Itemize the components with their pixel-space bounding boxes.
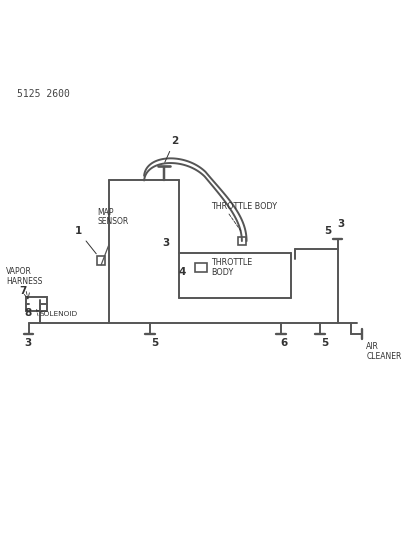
Text: 6: 6 bbox=[280, 338, 288, 348]
Text: 3: 3 bbox=[163, 238, 170, 248]
Text: THROTTLE BODY: THROTTLE BODY bbox=[211, 202, 277, 211]
Bar bbox=[237, 237, 246, 245]
Text: 1: 1 bbox=[75, 226, 96, 254]
Text: 3: 3 bbox=[24, 338, 31, 348]
Text: 4: 4 bbox=[179, 268, 186, 278]
Text: 5: 5 bbox=[151, 338, 158, 348]
Text: AIR
CLEANER: AIR CLEANER bbox=[366, 342, 401, 361]
Bar bbox=[26, 296, 47, 311]
Text: 2: 2 bbox=[165, 136, 178, 163]
Text: MAP
SENSOR: MAP SENSOR bbox=[97, 207, 129, 226]
Bar bbox=[195, 263, 207, 272]
Text: 5125 2600: 5125 2600 bbox=[17, 88, 70, 99]
Text: 5: 5 bbox=[324, 226, 332, 236]
Text: 8: 8 bbox=[24, 308, 31, 318]
Text: 3: 3 bbox=[337, 220, 344, 229]
Text: 7: 7 bbox=[19, 286, 26, 296]
Text: VAPOR
HARNESS: VAPOR HARNESS bbox=[6, 267, 42, 286]
Text: SOLENOID: SOLENOID bbox=[39, 311, 78, 317]
Text: 5: 5 bbox=[321, 338, 328, 348]
Text: THROTTLE
BODY: THROTTLE BODY bbox=[211, 258, 253, 277]
Bar bbox=[97, 256, 105, 265]
